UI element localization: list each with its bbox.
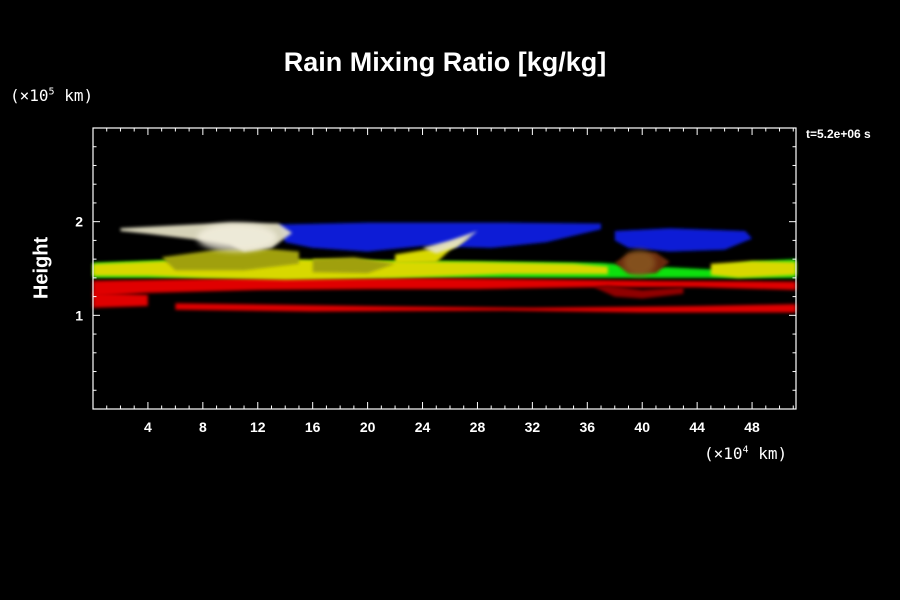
x-tick-label: 36 [580,419,596,435]
field-region-white [422,231,478,254]
x-tick-label: 48 [744,419,760,435]
rain-field [93,222,796,313]
x-unit-exponent: 4 [742,444,749,456]
x-unit-prefix: (×10 [704,444,743,463]
x-tick-label: 4 [144,419,152,435]
field-region-darkred [594,285,684,299]
field-region-olive [161,247,299,271]
y-unit-prefix: (×10 [10,86,49,105]
field-region-blue [614,228,753,252]
x-tick-label: 16 [305,419,321,435]
field-region-yellow [710,261,796,278]
y-tick-label: 1 [75,307,83,323]
x-tick-label: 28 [470,419,486,435]
field-region-red [93,292,148,308]
field-region-red [93,277,796,297]
x-tick-label: 8 [199,419,207,435]
y-unit-suffix: km) [54,86,94,105]
x-tick-label: 32 [525,419,541,435]
x-tick-label: 40 [634,419,650,435]
time-label: t=5.2e+06 s [806,127,871,141]
y-tick-label: 2 [75,214,83,230]
field-highlight [623,249,656,276]
field-highlight [197,223,278,252]
x-tick-label: 44 [689,419,705,435]
y-unit-label: (×105 km) [10,86,93,105]
field-region-blue [278,222,601,252]
x-unit-suffix: km) [748,444,788,463]
x-unit-label: (×104 km) [704,444,787,463]
chart-title: Rain Mixing Ratio [kg/kg] [283,47,607,77]
field-region-olive [312,257,396,274]
plot-frame [92,127,797,410]
x-tick-label: 20 [360,419,376,435]
x-tick-label: 12 [250,419,266,435]
y-unit-exponent: 5 [48,86,55,98]
field-region-red [175,303,796,313]
x-tick-label: 24 [415,419,431,435]
